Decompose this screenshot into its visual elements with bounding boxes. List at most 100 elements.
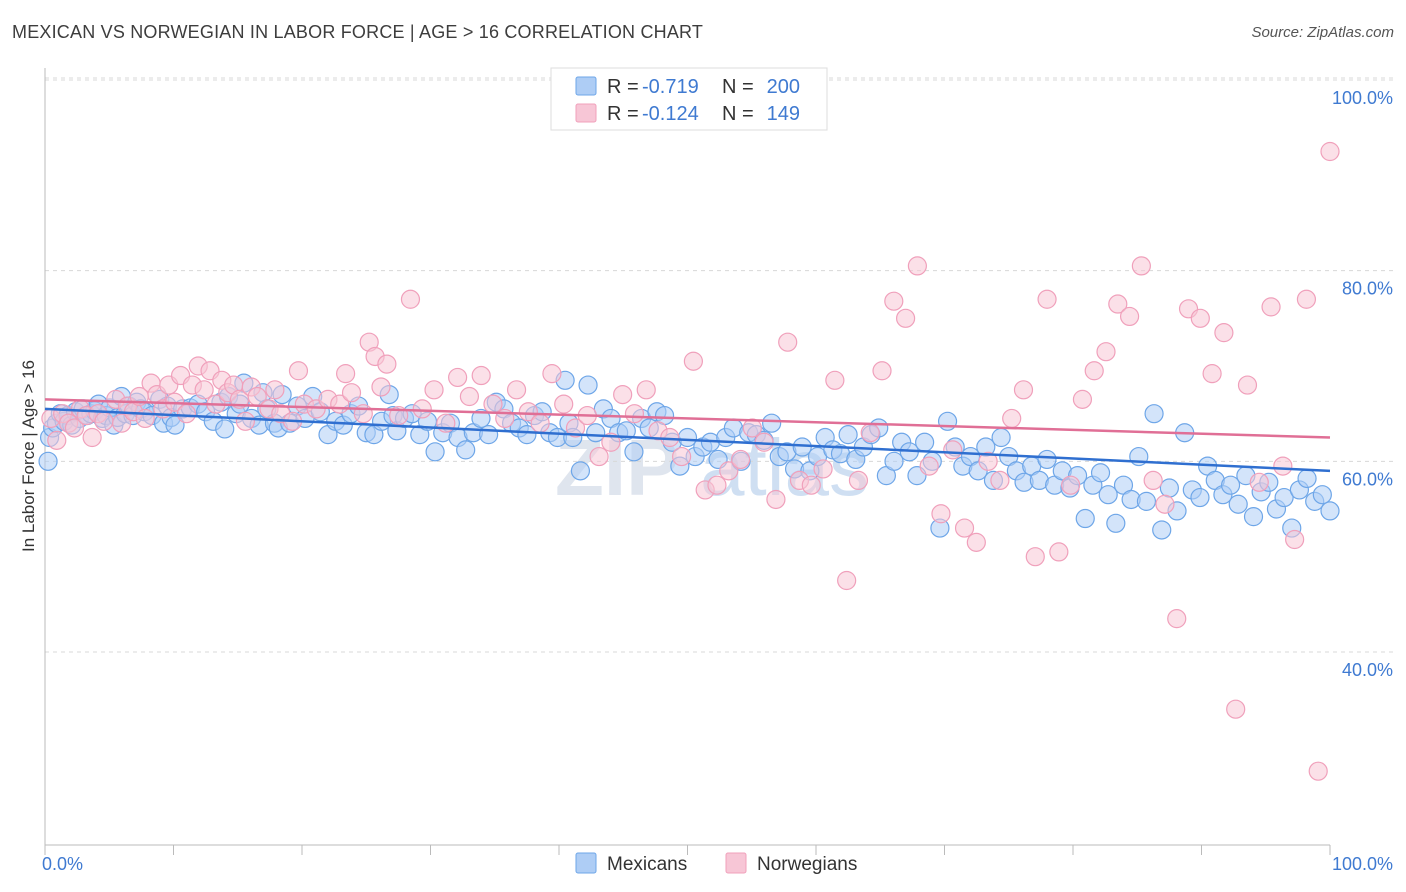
- data-point: [1274, 487, 1294, 508]
- data-point: [672, 446, 692, 467]
- data-point: [483, 394, 503, 414]
- data-point: [1320, 501, 1340, 521]
- data-point: [1312, 485, 1332, 505]
- data-point: [1136, 491, 1157, 511]
- gridlines: 40.0% 60.0% 80.0% 100.0%: [45, 77, 1395, 680]
- bottom-legend-swatch: [575, 852, 597, 874]
- data-point: [1075, 508, 1095, 529]
- data-point: [176, 404, 197, 424]
- data-point: [471, 408, 491, 429]
- data-point: [112, 413, 132, 433]
- data-point: [1037, 449, 1057, 470]
- data-point: [1106, 513, 1126, 533]
- data-point: [1152, 520, 1172, 540]
- data-point: [425, 442, 445, 462]
- data-point: [1119, 306, 1140, 327]
- y-axis-label: In Labor Force | Age > 16: [19, 360, 38, 552]
- data-point: [371, 377, 391, 397]
- data-point: [1061, 475, 1081, 495]
- trend-line: [44, 407, 1331, 473]
- data-points: [38, 141, 1340, 781]
- data-point: [1072, 389, 1093, 409]
- data-point: [554, 394, 574, 414]
- bottom-legend-label: Norwegians: [757, 854, 857, 875]
- data-point: [47, 430, 67, 450]
- data-point: [1214, 323, 1234, 343]
- data-point: [915, 432, 935, 452]
- data-point: [907, 256, 927, 276]
- data-point: [636, 380, 656, 400]
- data-point: [1190, 487, 1210, 508]
- data-point: [518, 402, 538, 422]
- data-point: [471, 365, 491, 386]
- data-point: [990, 470, 1010, 490]
- data-point: [1308, 761, 1328, 781]
- data-point: [1320, 141, 1340, 162]
- data-point: [456, 440, 476, 460]
- data-point: [341, 383, 362, 403]
- data-point: [919, 456, 939, 476]
- data-point: [400, 289, 421, 309]
- legend-r-label: R =: [607, 76, 639, 98]
- data-point: [895, 308, 916, 328]
- data-point: [1243, 507, 1264, 527]
- data-point: [931, 504, 951, 524]
- data-point: [506, 380, 527, 400]
- data-point: [336, 364, 356, 384]
- data-point: [742, 418, 762, 438]
- legend: R = -0.719 N = 200 R = -0.124 N = 149: [550, 67, 828, 131]
- legend-swatch: [575, 76, 597, 96]
- data-point: [801, 475, 821, 495]
- data-point: [586, 423, 606, 443]
- data-point: [265, 380, 285, 400]
- data-point: [1202, 364, 1222, 384]
- data-point: [1013, 380, 1034, 400]
- data-point: [848, 470, 869, 490]
- data-point: [589, 446, 609, 467]
- data-point: [1261, 297, 1281, 317]
- data-point: [937, 411, 958, 431]
- data-point: [424, 380, 444, 400]
- data-point: [135, 408, 155, 429]
- data-point: [872, 361, 892, 381]
- data-point: [448, 367, 468, 388]
- data-point: [1220, 475, 1241, 495]
- data-point: [412, 399, 432, 419]
- bottom-legend-label: Mexicans: [607, 854, 687, 875]
- data-point: [1002, 408, 1022, 429]
- data-point: [377, 354, 397, 374]
- data-point: [1144, 404, 1164, 424]
- data-point: [459, 386, 480, 407]
- data-point: [624, 404, 645, 424]
- data-point: [235, 411, 256, 431]
- data-point: [613, 385, 633, 405]
- data-point: [884, 451, 904, 471]
- data-point: [860, 423, 880, 443]
- legend-r-label: R =: [607, 103, 639, 125]
- bottom-legend-swatch: [725, 852, 747, 874]
- data-point: [719, 461, 739, 481]
- legend-box: [550, 67, 828, 131]
- data-point: [966, 532, 986, 552]
- legend-n-value: 200: [767, 76, 800, 98]
- data-point: [624, 442, 644, 462]
- data-point: [1285, 529, 1305, 550]
- legend-n-label: N =: [722, 103, 754, 125]
- data-point: [813, 459, 833, 479]
- data-point: [1037, 289, 1057, 309]
- axes: 0.0% 100.0% In Labor Force | Age > 16: [19, 68, 1393, 874]
- data-point: [601, 432, 621, 452]
- legend-r-value: -0.719: [642, 76, 699, 98]
- legend-r-value: -0.124: [642, 103, 699, 125]
- data-point: [825, 370, 845, 390]
- data-point: [194, 380, 214, 400]
- data-point: [565, 418, 586, 438]
- x-tick-label-min: 0.0%: [42, 854, 83, 874]
- data-point: [991, 427, 1011, 448]
- data-point: [1249, 472, 1269, 492]
- data-point: [1049, 542, 1069, 562]
- data-point: [1143, 470, 1163, 490]
- data-point: [1159, 478, 1179, 498]
- data-point: [1226, 699, 1246, 719]
